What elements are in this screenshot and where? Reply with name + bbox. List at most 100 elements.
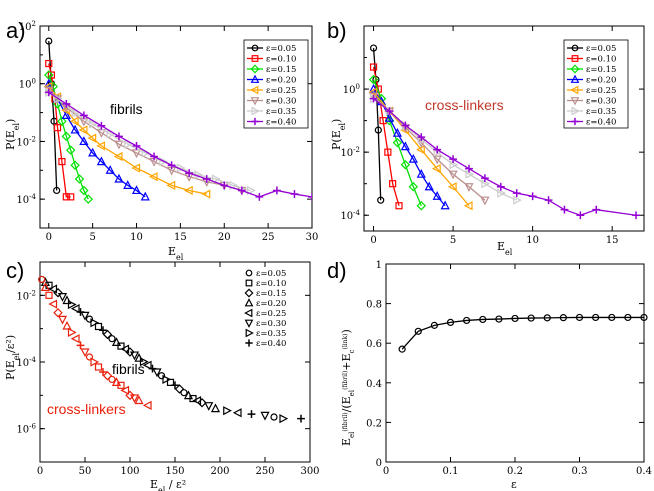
data-point — [102, 370, 113, 381]
data-point — [424, 181, 434, 191]
data-point — [129, 394, 140, 404]
data-point — [61, 131, 72, 142]
data-point — [120, 385, 130, 395]
data-point — [57, 315, 68, 325]
legend-marker — [251, 55, 259, 62]
x-tick-label: 0 — [383, 466, 389, 477]
x-tick-label: 150 — [165, 466, 184, 477]
data-point — [85, 315, 94, 323]
data-point — [79, 111, 88, 120]
data-point — [197, 397, 207, 408]
data-point — [211, 174, 221, 184]
legend-marker — [570, 64, 580, 74]
x-tick-label: 300 — [300, 466, 319, 477]
data-point — [512, 189, 521, 198]
data-point — [65, 145, 76, 155]
data-point — [204, 402, 214, 411]
legend-marker — [571, 55, 579, 62]
panel-b-frame — [363, 25, 645, 232]
x-tick-label: 5 — [450, 235, 456, 246]
data-point — [416, 169, 426, 178]
data-point — [48, 284, 58, 294]
data-point — [297, 414, 305, 423]
legend-entry: ε=0.20 — [266, 76, 296, 86]
data-point — [183, 185, 193, 196]
legend-entry: ε=0.05 — [266, 44, 296, 54]
y-tick-label: 0.8 — [366, 300, 382, 311]
legend-marker — [570, 97, 580, 106]
series-line — [373, 98, 517, 201]
data-point — [80, 348, 90, 358]
panel-d-ylabel: Eel(fibril)/(Eel(fibril)+Ec(link)) — [340, 329, 356, 446]
data-point — [166, 378, 175, 386]
data-point — [78, 125, 88, 135]
data-point — [576, 211, 585, 220]
data-point — [131, 185, 142, 195]
data-point — [247, 410, 256, 418]
data-point — [395, 202, 403, 210]
data-point — [308, 192, 312, 201]
series-line — [48, 63, 71, 198]
legend-entry: ε=0.10 — [586, 55, 616, 65]
x-tick-label: 0.2 — [507, 466, 523, 477]
legend-marker — [251, 117, 259, 126]
y-tick-label: 10-4 — [16, 193, 36, 206]
data-point — [377, 196, 385, 204]
data-point — [255, 192, 264, 201]
data-point — [148, 172, 158, 182]
data-point — [70, 334, 80, 344]
data-point — [414, 327, 422, 335]
legend-entry: ε=0.25 — [266, 86, 296, 96]
data-point — [463, 201, 473, 211]
x-tick-label: 15 — [606, 235, 619, 246]
data-point — [70, 304, 80, 314]
data-point — [220, 181, 229, 190]
panel-label-a: a) — [6, 18, 26, 43]
data-point — [446, 318, 455, 327]
legend-marker — [245, 279, 253, 287]
panel-a-xlabel: Eel — [168, 245, 184, 262]
panel-label-c: c) — [6, 258, 24, 283]
data-point — [527, 314, 535, 322]
data-point — [44, 86, 54, 96]
data-point — [560, 205, 569, 214]
data-point — [237, 186, 246, 195]
data-point — [464, 183, 474, 192]
x-tick-label: 20 — [218, 232, 231, 243]
x-tick-label: 10 — [130, 232, 143, 243]
legend-entry: ε=0.20 — [586, 76, 616, 86]
panel-c-ylabel: P(Eel/ε²) — [4, 335, 21, 380]
data-point — [40, 282, 50, 291]
data-point — [125, 390, 135, 401]
data-point — [96, 156, 107, 166]
data-point — [528, 192, 537, 201]
data-point — [53, 186, 61, 195]
data-point — [131, 163, 141, 173]
data-point — [592, 313, 600, 322]
data-point — [232, 408, 242, 418]
data-point — [392, 127, 402, 137]
legend-entry: ε=0.25 — [586, 86, 616, 96]
data-point — [76, 341, 85, 350]
data-point — [142, 360, 152, 370]
panel-c-annotation-crosslinkers: cross-linkers — [47, 401, 126, 417]
data-point — [430, 321, 438, 329]
x-tick-label: 15 — [174, 232, 187, 243]
data-point — [106, 129, 116, 139]
x-tick-label: 100 — [120, 466, 139, 477]
data-point — [150, 152, 158, 161]
data-point — [369, 44, 378, 52]
legend-marker — [244, 308, 253, 318]
data-point — [53, 287, 63, 298]
panel-c-annotation-fibrils: fibrils — [112, 361, 145, 377]
data-point — [159, 157, 169, 167]
data-point — [185, 169, 194, 177]
y-tick-label: 10-2 — [16, 289, 36, 302]
legend-entry: ε=0.10 — [266, 55, 296, 65]
data-point — [157, 372, 166, 380]
data-point — [117, 381, 125, 389]
data-point — [270, 413, 278, 421]
legend-marker — [244, 298, 254, 307]
data-point — [108, 335, 116, 343]
